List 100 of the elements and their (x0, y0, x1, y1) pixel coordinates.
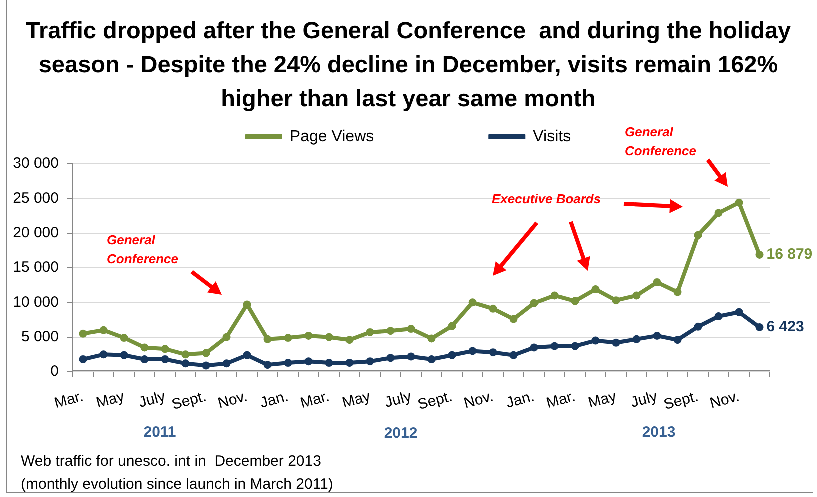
point (407, 325, 416, 334)
x-tick-label: Nov. (462, 388, 496, 412)
y-tick-label: 30 000 (13, 155, 59, 172)
x-tick-label: May (586, 388, 619, 412)
x-tick-label: May (94, 388, 127, 412)
point (571, 297, 580, 306)
point (714, 209, 723, 218)
point (222, 333, 231, 342)
point (489, 348, 498, 357)
point (653, 332, 662, 340)
text: 2011 (144, 424, 176, 442)
point (304, 332, 313, 340)
point (510, 351, 518, 360)
point (468, 298, 477, 307)
annotation: Executive Boards (492, 192, 602, 207)
point (243, 300, 252, 309)
point (120, 351, 128, 360)
point (222, 360, 231, 368)
point (550, 342, 559, 350)
point (304, 358, 313, 366)
annotation: General Conference (107, 232, 179, 267)
point (366, 358, 374, 366)
point (756, 250, 764, 259)
point (489, 304, 498, 313)
point (202, 349, 210, 358)
x-tick-label: Nov. (708, 388, 742, 412)
point (632, 335, 641, 344)
point (243, 351, 252, 360)
x-tick-label: Nov. (216, 388, 250, 412)
point (612, 296, 620, 305)
x-tick-label: Mar. (298, 388, 332, 412)
y-tick-label: 10 000 (13, 294, 59, 311)
point (284, 358, 292, 367)
data-label: 16 879 (766, 246, 813, 264)
point (530, 344, 538, 352)
point (448, 351, 456, 360)
point (510, 315, 518, 324)
point (407, 352, 416, 361)
point (100, 326, 108, 334)
point (530, 299, 538, 308)
x-tick-label: July (629, 388, 660, 412)
point (161, 345, 170, 354)
y-tick-label: 15 000 (13, 259, 59, 276)
x-tick-label: Sept. (170, 388, 208, 414)
chart-title: Traffic dropped after the General Conference and during the holiday season - Despite the 24% decline in December, visits remain 162% higher than last year same month (26, 17, 792, 112)
point (571, 342, 580, 350)
y-tick-label: 20 000 (13, 224, 59, 242)
point (182, 360, 190, 368)
point (325, 358, 334, 367)
x-tick-label: Jan. (258, 388, 290, 412)
data-label: 6 423 (766, 318, 804, 336)
point (694, 322, 702, 331)
x-tick-label: Mar. (52, 388, 86, 412)
point (79, 330, 88, 338)
point (735, 198, 744, 207)
point (632, 292, 641, 300)
point (592, 336, 600, 345)
point (140, 344, 149, 352)
point (264, 335, 272, 344)
text: 2013 (642, 424, 676, 442)
point (653, 278, 662, 287)
point (694, 231, 702, 240)
point (612, 338, 620, 347)
point (366, 328, 374, 336)
text: 2012 (384, 425, 418, 442)
point (735, 308, 744, 316)
y-tick-label: 5 000 (21, 328, 59, 346)
point (325, 333, 334, 342)
x-tick-label: Sept. (662, 388, 700, 414)
point (592, 285, 600, 294)
legend-label: Page Views (290, 128, 374, 146)
text: General Conference (625, 124, 697, 159)
point (346, 358, 354, 367)
x-tick-label: Sept. (416, 388, 454, 414)
point (161, 356, 170, 364)
point (202, 362, 210, 370)
legend-label: Visits (533, 128, 572, 146)
point (428, 334, 436, 343)
x-tick-label: July (383, 388, 414, 412)
point (182, 350, 190, 359)
point (100, 350, 108, 359)
y-tick-label: 25 000 (13, 190, 59, 207)
point (448, 322, 456, 330)
point (386, 354, 395, 362)
point (550, 292, 559, 300)
y-tick-label: 0 (50, 363, 59, 380)
point (284, 334, 292, 342)
point (79, 356, 88, 364)
point (428, 356, 436, 364)
point (674, 336, 682, 344)
x-tick-label: Jan. (504, 388, 536, 412)
point (264, 361, 272, 370)
point (386, 327, 395, 336)
x-tick-label: Mar. (544, 388, 578, 412)
point (674, 288, 682, 296)
point (468, 347, 477, 356)
point (140, 356, 149, 364)
point (714, 312, 723, 321)
point (120, 334, 128, 342)
point (346, 336, 354, 344)
